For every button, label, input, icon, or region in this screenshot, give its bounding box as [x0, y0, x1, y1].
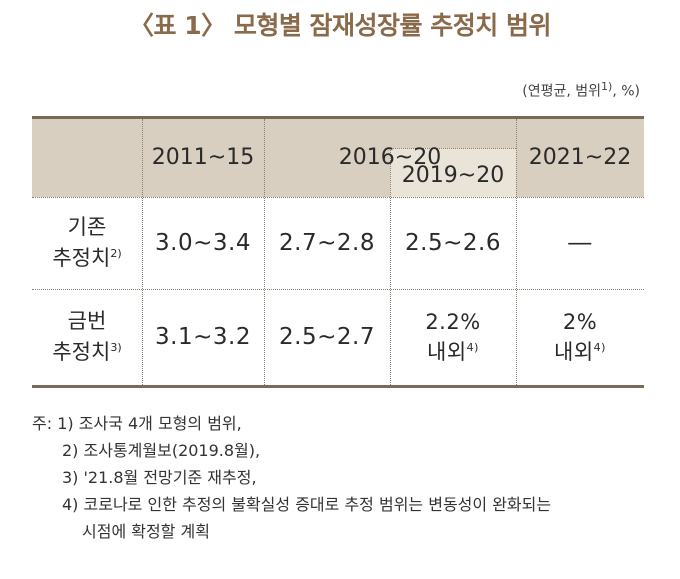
col-divider [142, 119, 143, 385]
unit-text: (연평균, 범위 [522, 83, 602, 100]
row-label-line2: 추정치3) [52, 337, 121, 369]
cell-qualifier: 내외4) [554, 337, 606, 367]
cell-current-2021-22: 2% 내외4) [516, 289, 644, 385]
footnote-2: 2) 조사통계월보(2019.8월), [62, 441, 261, 460]
footnote-1: 주: 1) 조사국 4개 모형의 범위, [32, 410, 662, 437]
table-top-rule [32, 116, 644, 119]
row-divider [32, 197, 644, 198]
cell-value: 2% [562, 309, 598, 334]
table-title: 〈표 1〉 모형별 잠재성장률 추정치 범위 [129, 11, 551, 40]
cell-qualifier-text: 내외 [554, 340, 594, 364]
footnote-4-cont: 시점에 확정할 계획 [82, 522, 210, 541]
cell-existing-2021-22: ― [568, 229, 592, 256]
col-divider [390, 148, 391, 385]
row-label-line1: 기존 [67, 214, 107, 239]
data-table: 2011~15 2016~20 2019~20 2021~22 기존 추정치2)… [32, 116, 644, 388]
cell-qualifier: 내외4) [427, 337, 479, 367]
footnote-ref: 4) [593, 341, 606, 354]
header-2016-20: 2016~20 [338, 144, 442, 170]
cell-current-2016-20: 2.5~2.7 [279, 323, 375, 350]
cell-existing-2011-15: 3.0~3.4 [155, 229, 251, 256]
cell-current-2019-20: 2.2% 내외4) [390, 289, 516, 385]
header-2019-20: 2019~20 [401, 162, 505, 188]
footnote-3: 3) '21.8월 전망기준 재추정, [62, 468, 257, 487]
row-label-text: 추정치 [52, 340, 111, 364]
unit-sup: 1) [601, 80, 613, 93]
footnote-ref: 4) [466, 341, 479, 354]
sub-header-divider [390, 148, 516, 149]
col-divider [516, 119, 517, 385]
header-2011-15: 2011~15 [151, 145, 255, 171]
table-bottom-rule [32, 385, 644, 388]
unit-tail: , %) [612, 83, 640, 100]
row-label-existing: 기존 추정치2) [32, 197, 142, 289]
row-divider [32, 289, 644, 290]
cell-qualifier-text: 내외 [427, 340, 467, 364]
footnote-ref: 3) [110, 341, 122, 354]
cell-existing-2016-20: 2.7~2.8 [279, 229, 375, 256]
row-label-line1: 금번 [67, 308, 107, 333]
cell-current-2011-15: 3.1~3.2 [155, 323, 251, 350]
row-label-text: 추정치 [52, 246, 111, 270]
row-label-line2: 추정치2) [52, 243, 121, 275]
footnote-4: 4) 코로나로 인한 추정의 불확실성 증대로 추정 범위는 변동성이 완화되는 [62, 495, 552, 514]
cell-existing-2019-20: 2.5~2.6 [405, 229, 501, 256]
header-2021-22: 2021~22 [528, 145, 632, 171]
row-label-current: 금번 추정치3) [32, 289, 142, 385]
cell-value: 2.2% [425, 309, 481, 334]
header-subcell-background [390, 148, 516, 197]
footnotes: 주: 1) 조사국 4개 모형의 범위, 2) 조사통계월보(2019.8월),… [32, 410, 662, 545]
footnote-ref: 2) [110, 247, 122, 260]
col-divider [264, 119, 265, 385]
footnote-prefix: 주: [32, 414, 53, 433]
footnote-text: 1) 조사국 4개 모형의 범위, [57, 414, 242, 433]
header-background [32, 119, 644, 197]
unit-note: (연평균, 범위1), %) [522, 80, 640, 101]
